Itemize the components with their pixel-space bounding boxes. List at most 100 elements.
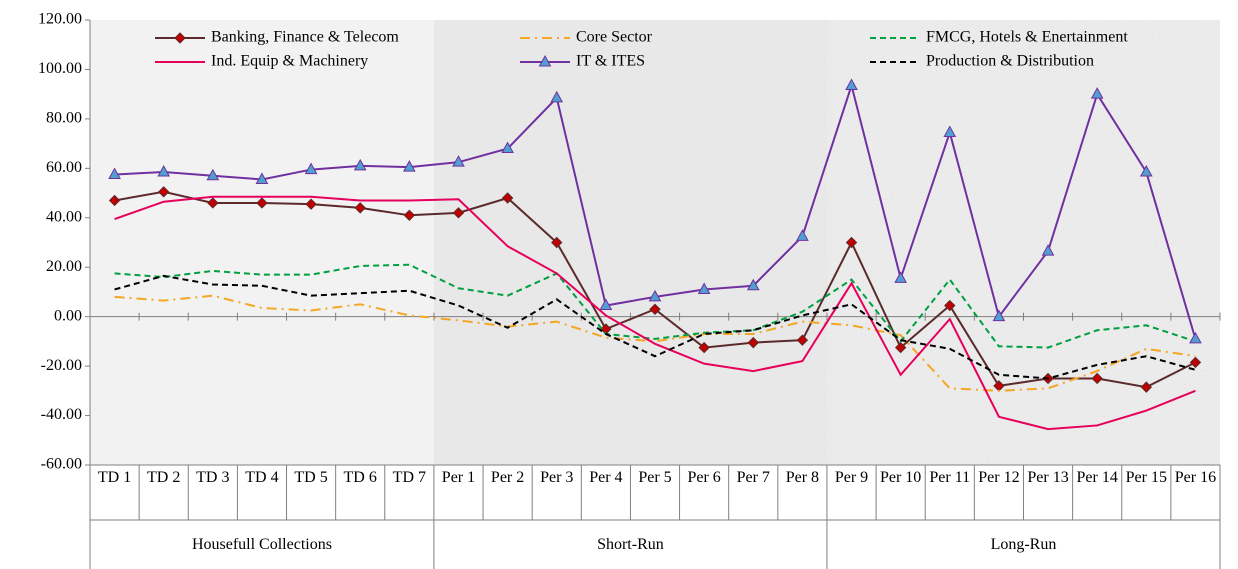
series — [114, 263, 1196, 349]
marker — [943, 125, 957, 137]
region-background — [90, 20, 434, 465]
series — [114, 294, 1196, 392]
marker — [108, 167, 121, 180]
marker — [1189, 356, 1202, 369]
region-background — [433, 20, 827, 465]
marker — [944, 299, 956, 312]
x-tick-label: Per 16 — [1174, 469, 1217, 486]
marker — [174, 32, 186, 44]
x-tick-label: Per 1 — [441, 469, 476, 486]
y-tick-label: 0.00 — [54, 307, 82, 324]
legend-label: IT & ITES — [576, 53, 645, 70]
x-tick-label: Per 14 — [1076, 469, 1118, 486]
legend-label: FMCG, Hotels & Enertainment — [926, 29, 1128, 46]
marker — [305, 198, 317, 210]
x-tick-label: TD 7 — [392, 469, 426, 486]
marker — [648, 289, 662, 302]
marker — [108, 194, 121, 207]
data-line — [114, 274, 1196, 380]
marker — [353, 158, 367, 171]
y-tick-label: -40.00 — [41, 406, 82, 423]
marker — [354, 202, 366, 214]
marker — [894, 271, 907, 283]
marker — [550, 90, 564, 103]
group-label: Short-Run — [597, 536, 664, 553]
marker — [255, 172, 269, 184]
group-label: Housefull Collections — [191, 536, 332, 553]
x-tick-label: Per 9 — [834, 469, 869, 486]
x-tick-label: TD 6 — [343, 469, 377, 486]
marker — [256, 197, 268, 209]
series — [114, 195, 1196, 431]
y-tick-label: -60.00 — [41, 456, 82, 473]
y-tick-label: 120.00 — [38, 11, 82, 28]
data-line — [114, 195, 1196, 431]
marker — [992, 309, 1006, 322]
x-tick-label: Per 8 — [785, 469, 820, 486]
y-tick-label: -20.00 — [41, 357, 82, 374]
x-tick-label: TD 4 — [245, 469, 279, 486]
x-tick-label: Per 12 — [978, 469, 1020, 486]
marker — [551, 236, 563, 249]
marker — [747, 336, 759, 349]
marker — [845, 78, 858, 91]
x-tick-label: Per 3 — [540, 469, 574, 486]
y-tick-label: 80.00 — [46, 110, 82, 127]
x-tick-label: Per 5 — [638, 469, 672, 486]
marker — [845, 236, 858, 249]
marker — [1041, 244, 1055, 256]
x-tick-label: TD 1 — [97, 469, 132, 486]
marker — [206, 168, 220, 181]
y-tick-label: 60.00 — [46, 159, 82, 176]
legend-label: Core Sector — [576, 29, 653, 46]
marker — [157, 186, 170, 198]
y-tick-label: 100.00 — [38, 60, 82, 77]
marker — [746, 278, 760, 291]
marker — [1140, 381, 1153, 393]
marker — [1091, 372, 1103, 385]
region-texture — [826, 20, 1220, 465]
x-tick-label: Per 7 — [736, 469, 770, 486]
x-tick-label: TD 3 — [196, 469, 230, 486]
marker — [796, 334, 809, 346]
x-tick-label: Per 6 — [687, 469, 721, 486]
series — [108, 78, 1202, 344]
x-tick-label: Per 15 — [1125, 469, 1167, 486]
series — [114, 274, 1196, 380]
group-label: Long-Run — [990, 536, 1057, 553]
data-line — [114, 263, 1196, 349]
marker — [1090, 87, 1104, 99]
marker — [649, 303, 661, 315]
marker — [452, 155, 465, 167]
marker — [501, 192, 514, 204]
legend-label: Production & Distribution — [926, 53, 1094, 70]
x-tick-label: TD 2 — [147, 469, 181, 486]
x-tick-label: Per 13 — [1027, 469, 1069, 486]
x-tick-label: Per 11 — [929, 469, 971, 486]
marker — [697, 282, 711, 294]
x-tick-label: Per 10 — [879, 469, 922, 486]
marker — [452, 207, 465, 219]
marker — [1189, 331, 1202, 344]
marker — [1139, 165, 1153, 177]
marker — [157, 165, 171, 177]
x-tick-label: Per 4 — [589, 469, 623, 486]
marker — [538, 54, 552, 67]
y-tick-label: 40.00 — [46, 208, 82, 225]
marker — [207, 197, 219, 209]
marker — [698, 341, 710, 354]
y-tick-label: 20.00 — [46, 258, 82, 275]
marker — [501, 141, 514, 154]
x-tick-label: TD 5 — [294, 469, 328, 486]
marker — [403, 160, 416, 172]
legend-label: Banking, Finance & Telecom — [211, 29, 399, 46]
marker — [599, 298, 613, 311]
x-tick-label: Per 2 — [490, 469, 525, 486]
marker — [403, 209, 416, 222]
legend-label: Ind. Equip & Machinery — [211, 53, 368, 70]
marker — [304, 162, 318, 175]
marker — [796, 229, 809, 241]
series — [108, 186, 1202, 393]
